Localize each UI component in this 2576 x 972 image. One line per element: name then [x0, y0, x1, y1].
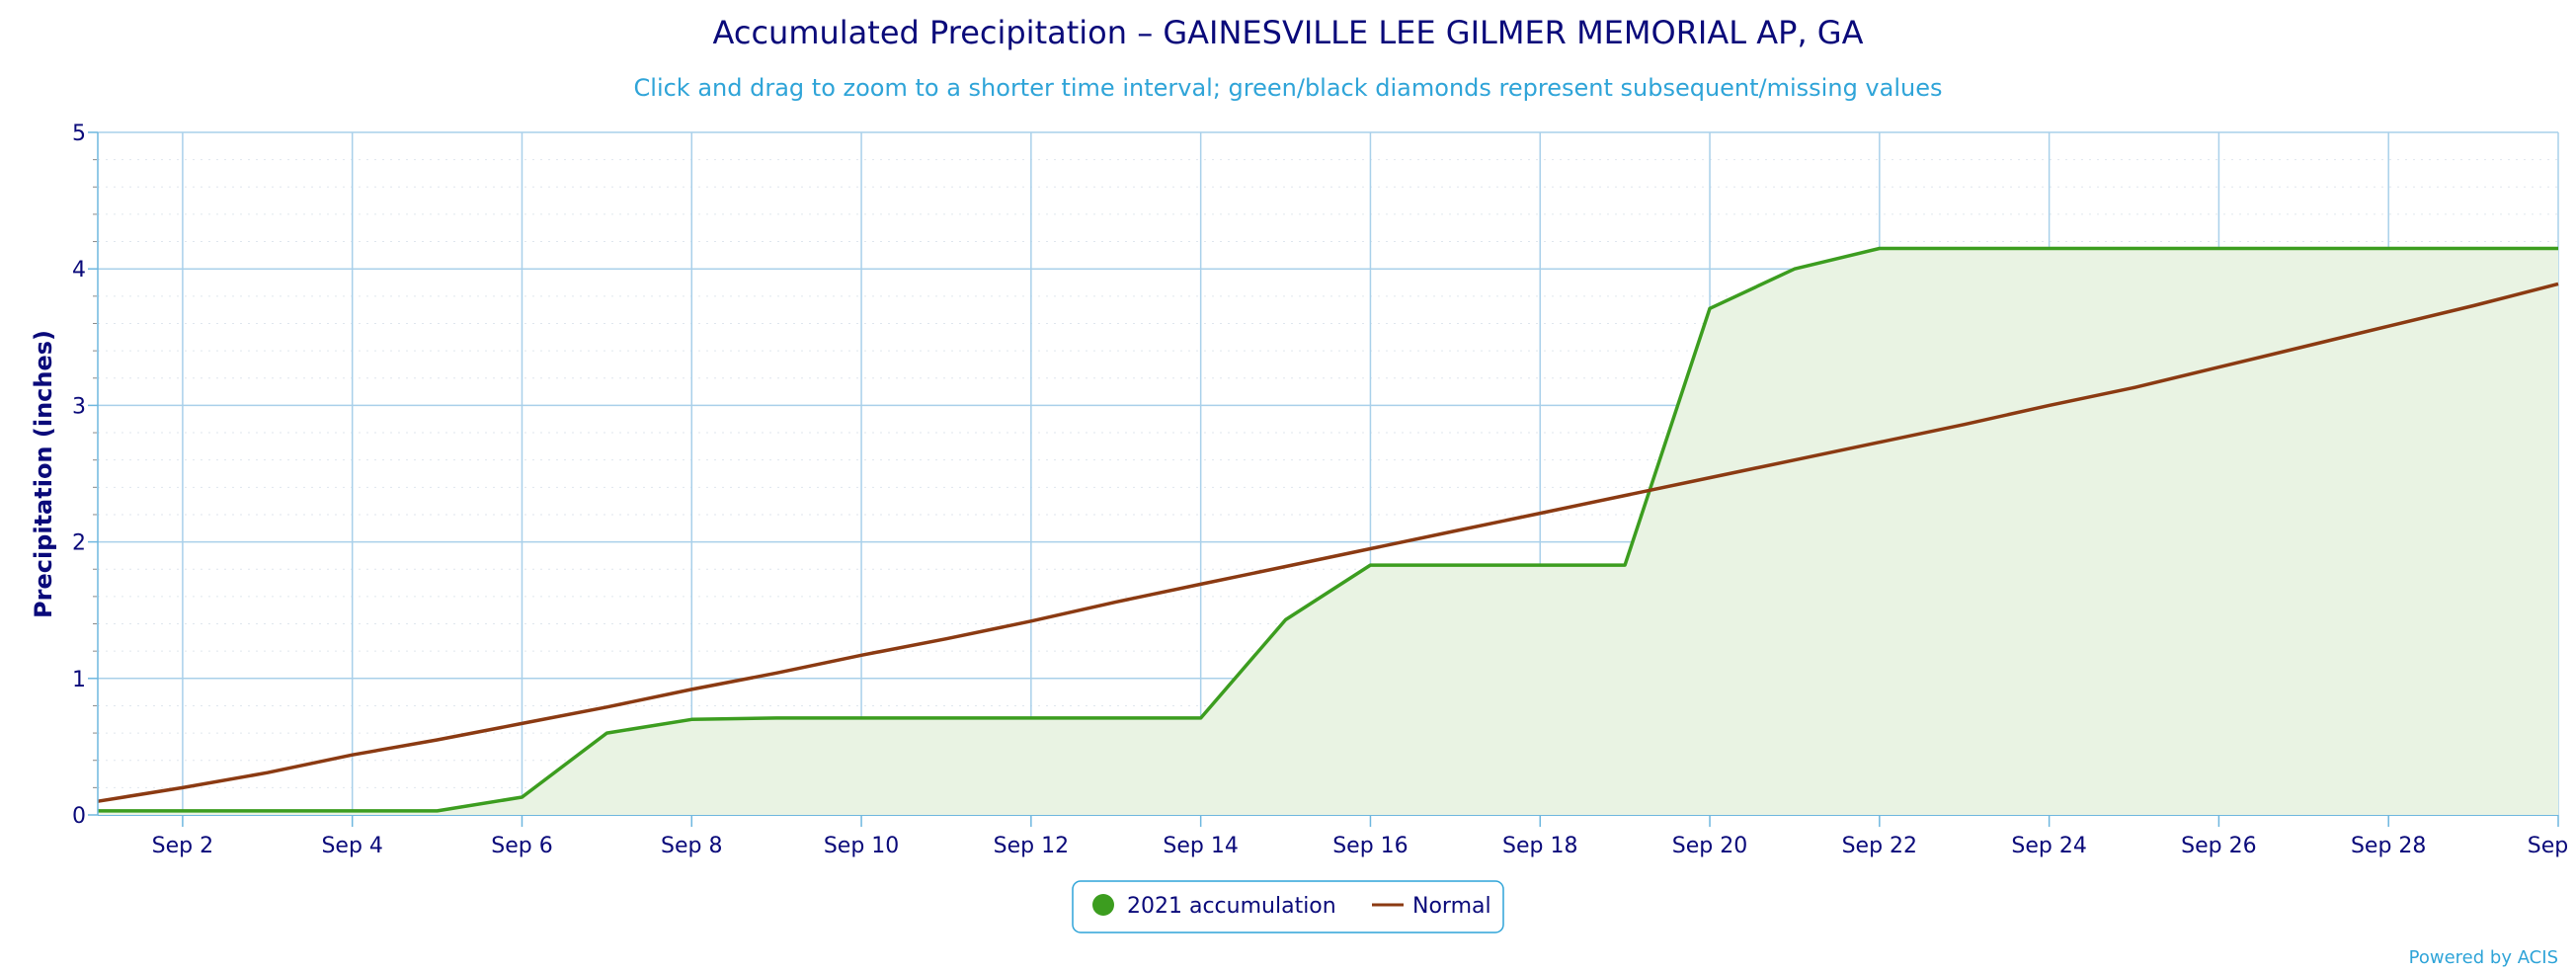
x-tick-label: Sep 12 — [994, 834, 1069, 858]
x-tick-label: Sep 26 — [2181, 834, 2256, 858]
y-axis-title: Precipitation (inches) — [30, 330, 57, 618]
y-tick-label: 0 — [72, 804, 86, 829]
x-tick-label: Sep 24 — [2011, 834, 2086, 858]
x-tick-label: Sep 10 — [824, 834, 899, 858]
series-layer — [97, 246, 2559, 815]
x-tick-label: Sep 22 — [1842, 834, 1917, 858]
legend-label-2021-accumulation: 2021 accumulation — [1127, 894, 1336, 919]
chart-subtitle: Click and drag to zoom to a shorter time… — [634, 74, 1943, 102]
x-tick-label: Sep 14 — [1163, 834, 1238, 858]
x-tick-label: Sep 18 — [1502, 834, 1577, 858]
legend-marker-2021-accumulation — [1092, 894, 1114, 916]
x-tick-label: Sep 20 — [1672, 834, 1747, 858]
x-tick-label: Sep 2 — [152, 834, 213, 858]
x-tick-label: Sep 4 — [321, 834, 382, 858]
legend-item-2021-accumulation[interactable]: 2021 accumulation — [1092, 894, 1336, 919]
accumulation-line — [98, 246, 2558, 813]
x-tick-label: Sep 28 — [2351, 834, 2426, 858]
x-tick-label: Sep 6 — [491, 834, 552, 858]
y-tick-label: 5 — [72, 122, 86, 146]
accumulation-area — [98, 248, 2558, 815]
y-tick-label: 2 — [72, 531, 86, 556]
legend[interactable]: 2021 accumulation Normal — [1072, 880, 1504, 933]
axes: 0 1 2 3 4 5 Sep 2 Sep 4 Sep 6 Sep 8 Sep 10 Sep 12 Se… — [72, 122, 2576, 858]
legend-label-normal: Normal — [1412, 894, 1491, 919]
y-tick-label: 4 — [72, 258, 86, 283]
x-tick-label: Sep 8 — [661, 834, 722, 858]
credit-link[interactable]: Powered by ACIS — [2409, 947, 2558, 968]
legend-item-normal[interactable]: Normal — [1372, 894, 1491, 919]
y-tick-label: 1 — [72, 668, 86, 692]
x-tick-label: Sep 3 — [2528, 834, 2576, 858]
y-tick-label: 3 — [72, 394, 86, 419]
legend-box — [1072, 880, 1504, 933]
chart-title: Accumulated Precipitation – GAINESVILLE … — [713, 14, 1864, 51]
normal-line — [97, 282, 2559, 803]
x-tick-label: Sep 16 — [1332, 834, 1408, 858]
